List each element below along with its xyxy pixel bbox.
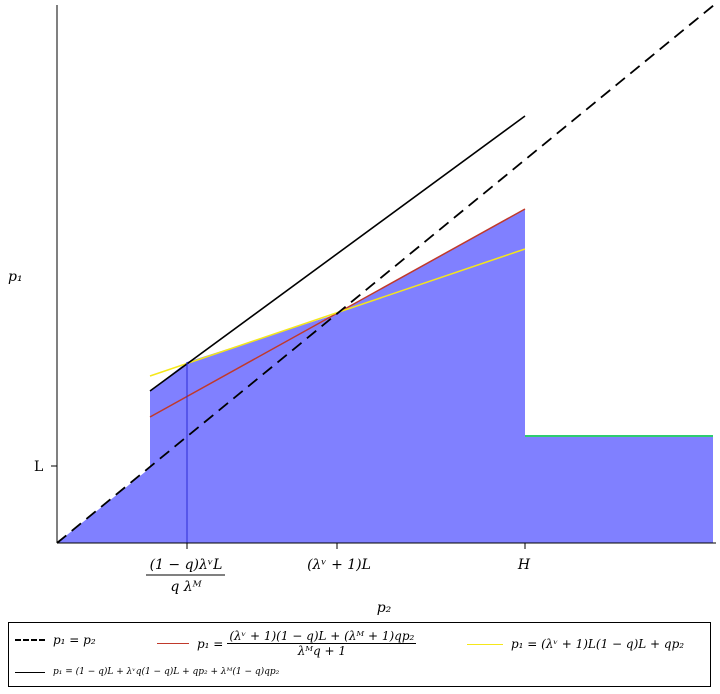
legend-item-black: p₁ = (1 − q)L + λᵛq(1 − q)L + qp₂ + λᴹ(1… — [15, 667, 279, 677]
legend-item-red: p₁ = (λᵛ + 1)(1 − q)L + (λᴹ + 1)qp₂ λᴹq … — [157, 629, 417, 658]
black-series-line — [149, 115, 526, 392]
shaded-region — [57, 209, 713, 543]
legend-label-red-den: λᴹq + 1 — [297, 644, 347, 658]
x-tick-label-1-den: q λᴹ — [170, 579, 202, 595]
y-axis-label: p₁ — [8, 269, 23, 285]
y-tick-label-L: L — [34, 459, 43, 475]
legend-label-yellow: p₁ = (λᵛ + 1)L(1 − q)L + qp₂ — [511, 637, 685, 651]
x-axis-label: p₂ — [377, 600, 392, 616]
x-tick-label-3: H — [517, 557, 531, 573]
x-tick-label-1-num: (1 − q)λᵛL — [150, 557, 223, 573]
legend-label-red-fraction: (λᵛ + 1)(1 − q)L + (λᴹ + 1)qp₂ λᴹq + 1 — [227, 629, 417, 658]
chart-canvas: L (1 − q)λᵛL q λᴹ (λᵛ + 1)L H p₂ p₁ — [8, 4, 716, 616]
legend-swatch-dashed — [15, 639, 45, 641]
legend-label-red-num: (λᵛ + 1)(1 − q)L + (λᴹ + 1)qp₂ — [227, 629, 417, 644]
legend: p₁ = p₂ p₁ = (λᵛ + 1)(1 − q)L + (λᴹ + 1)… — [8, 622, 711, 687]
legend-swatch-yellow — [467, 643, 503, 645]
legend-swatch-red — [157, 643, 189, 644]
x-tick-label-2: (λᵛ + 1)L — [307, 557, 371, 573]
legend-label-black: p₁ = (1 − q)L + λᵛq(1 − q)L + qp₂ + λᴹ(1… — [53, 667, 280, 677]
legend-label-dashed: p₁ = p₂ — [53, 633, 96, 647]
legend-item-dashed: p₁ = p₂ — [15, 633, 96, 647]
dashed-series-line — [56, 4, 715, 544]
legend-swatch-black — [15, 671, 45, 673]
legend-item-yellow: p₁ = (λᵛ + 1)L(1 − q)L + qp₂ — [467, 637, 684, 651]
legend-label-red-lhs: p₁ = — [197, 636, 224, 651]
